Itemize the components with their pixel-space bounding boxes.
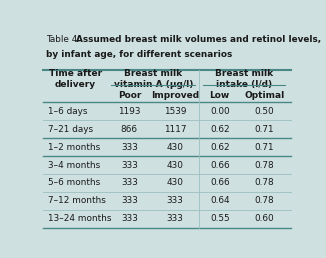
Text: 430: 430 <box>167 143 184 152</box>
Text: 0.71: 0.71 <box>255 125 274 134</box>
Text: 3–4 months: 3–4 months <box>48 160 100 170</box>
Text: 0.50: 0.50 <box>255 107 274 116</box>
Text: 0.78: 0.78 <box>254 196 274 205</box>
Text: 0.78: 0.78 <box>254 160 274 170</box>
Text: 13–24 months: 13–24 months <box>48 214 111 223</box>
Text: 0.62: 0.62 <box>210 143 230 152</box>
Text: 430: 430 <box>167 160 184 170</box>
Text: Low: Low <box>210 91 230 100</box>
Text: Optimal: Optimal <box>244 91 284 100</box>
Text: 1–6 days: 1–6 days <box>48 107 87 116</box>
Text: 430: 430 <box>167 179 184 187</box>
Text: 333: 333 <box>121 214 138 223</box>
Text: 0.71: 0.71 <box>255 143 274 152</box>
Text: Time after
delivery: Time after delivery <box>49 69 102 89</box>
Text: Assumed breast milk volumes and retinol levels,: Assumed breast milk volumes and retinol … <box>76 35 321 44</box>
Text: 1117: 1117 <box>164 125 186 134</box>
Text: 0.78: 0.78 <box>254 179 274 187</box>
Text: 7–12 months: 7–12 months <box>48 196 106 205</box>
Text: 333: 333 <box>167 214 184 223</box>
Text: 1–2 months: 1–2 months <box>48 143 100 152</box>
Text: 5–6 months: 5–6 months <box>48 179 100 187</box>
Text: Breast milk
intake (l/d): Breast milk intake (l/d) <box>215 69 273 89</box>
Text: 0.00: 0.00 <box>210 107 230 116</box>
Text: Table 4.: Table 4. <box>46 35 81 44</box>
Text: 0.66: 0.66 <box>210 160 230 170</box>
Text: 1539: 1539 <box>164 107 186 116</box>
Text: 0.66: 0.66 <box>210 179 230 187</box>
Text: Breast milk
vitamin A (μg/l): Breast milk vitamin A (μg/l) <box>114 69 193 89</box>
Text: 1193: 1193 <box>118 107 141 116</box>
Text: 0.62: 0.62 <box>210 125 230 134</box>
Text: 866: 866 <box>121 125 138 134</box>
Text: 0.55: 0.55 <box>210 214 230 223</box>
Text: 333: 333 <box>167 196 184 205</box>
Text: Improved: Improved <box>151 91 199 100</box>
Text: 333: 333 <box>121 143 138 152</box>
Text: 7–21 days: 7–21 days <box>48 125 93 134</box>
Text: Poor: Poor <box>118 91 141 100</box>
Text: 333: 333 <box>121 196 138 205</box>
Text: 0.60: 0.60 <box>255 214 274 223</box>
Text: 333: 333 <box>121 179 138 187</box>
Text: 333: 333 <box>121 160 138 170</box>
Text: by infant age, for different scenarios: by infant age, for different scenarios <box>46 50 232 59</box>
Text: 0.64: 0.64 <box>210 196 230 205</box>
